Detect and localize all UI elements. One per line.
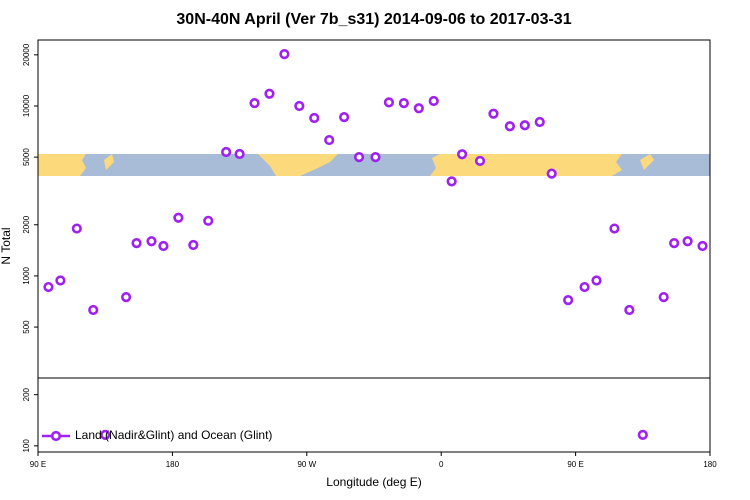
y-tick-label: 1000	[22, 266, 31, 284]
point	[591, 275, 602, 286]
point	[146, 236, 157, 247]
point	[428, 95, 439, 107]
y-tick-label: 200	[22, 387, 31, 401]
chart-title: 30N-40N April (Ver 7b_s31) 2014-09-06 to…	[176, 11, 571, 28]
point	[173, 212, 184, 223]
point	[309, 112, 320, 124]
legend-marker	[50, 430, 62, 442]
point	[446, 176, 457, 187]
point	[658, 292, 669, 303]
point	[100, 429, 111, 440]
point	[71, 223, 82, 234]
point	[413, 103, 424, 114]
point	[488, 108, 499, 119]
point	[353, 152, 365, 163]
legend-label: Land (Nadir&Glint) and Ocean (Glint)	[75, 428, 272, 442]
y-tick-label: 100	[22, 439, 31, 453]
point	[370, 152, 381, 163]
y-tick-label: 20000	[22, 43, 31, 66]
point	[88, 304, 99, 316]
y-axis-label: N Total	[0, 227, 13, 264]
point	[294, 100, 305, 112]
point	[324, 134, 335, 146]
y-tick-label: 5000	[22, 148, 31, 166]
point	[697, 240, 708, 252]
plot-frame	[37, 39, 711, 453]
point	[682, 236, 693, 247]
point	[579, 281, 590, 293]
x-tick-label: 0	[439, 460, 444, 469]
point	[504, 121, 515, 132]
point	[339, 112, 350, 123]
point	[43, 281, 54, 293]
point	[534, 116, 545, 128]
point	[398, 97, 409, 109]
point	[624, 304, 635, 316]
x-tick-label: 90 W	[297, 460, 316, 469]
point	[203, 215, 214, 226]
point	[563, 295, 574, 306]
y-tick-label: 2000	[22, 215, 31, 233]
point	[609, 223, 620, 234]
x-tick-label: 180	[703, 460, 717, 469]
x-axis-label: Longitude (deg E)	[326, 475, 421, 489]
point	[55, 275, 66, 286]
point	[519, 120, 530, 131]
point	[221, 146, 232, 158]
point	[188, 239, 199, 251]
x-tick-label: 90 E	[567, 460, 583, 469]
y-tick-label: 500	[22, 320, 31, 334]
point	[669, 237, 680, 249]
point	[546, 168, 557, 179]
point	[474, 155, 486, 167]
x-tick-label: 90 E	[30, 460, 46, 469]
point	[249, 97, 260, 109]
point	[383, 97, 395, 108]
point	[158, 240, 169, 252]
point	[279, 48, 290, 60]
y-tick-label: 10000	[22, 94, 31, 117]
point	[264, 88, 275, 99]
point	[637, 429, 648, 440]
point	[457, 149, 468, 160]
x-tick-label: 180	[166, 460, 180, 469]
point	[121, 292, 132, 303]
point	[234, 148, 245, 160]
point	[131, 237, 142, 249]
